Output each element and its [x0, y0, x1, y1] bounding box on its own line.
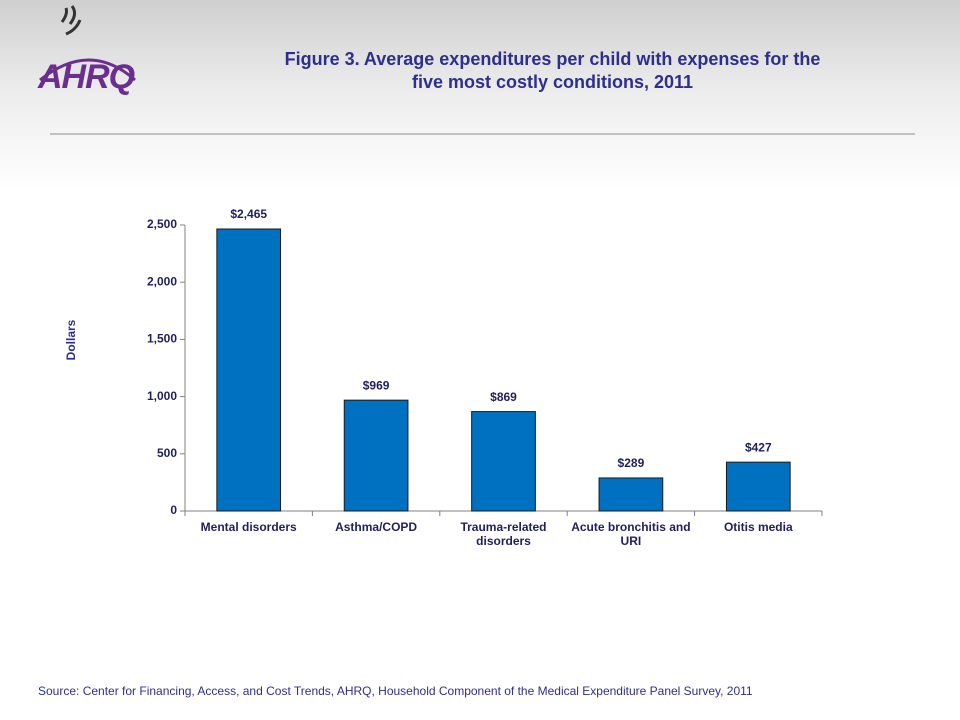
value-label: $289 [618, 456, 645, 470]
value-label: $869 [490, 390, 517, 404]
logo-text: AHRQ [38, 58, 135, 96]
bar [216, 228, 282, 512]
x-tick-label: Mental disorders [200, 520, 297, 534]
value-label: $427 [745, 440, 772, 454]
y-tick-label: 2,000 [147, 274, 177, 288]
y-tick-label: 2,500 [147, 217, 177, 231]
y-tick-label: 1,500 [147, 332, 177, 346]
y-tick-label: 1,000 [147, 389, 177, 403]
bar [471, 411, 536, 512]
logo-arc [39, 58, 136, 82]
bar [343, 399, 409, 512]
x-tick-label: Otitis media [723, 520, 793, 534]
y-tick-label: 500 [157, 446, 177, 460]
x-tick-label: Acute bronchitis and URI [571, 520, 691, 548]
bar [598, 477, 664, 512]
chart-title: Figure 3. Average expenditures per child… [284, 49, 821, 92]
logo-emblem [60, 5, 82, 36]
y-tick-label: 0 [170, 503, 177, 517]
x-tick-label: Asthma/COPD [335, 520, 418, 534]
x-tick-label: Trauma-related disorders [460, 520, 547, 548]
value-label: $2,465 [230, 207, 267, 221]
value-label: $969 [363, 378, 390, 392]
bar [725, 461, 791, 512]
y-axis-label: Dollars [64, 319, 78, 360]
source-note: Source: Center for Financing, Access, an… [38, 684, 753, 698]
